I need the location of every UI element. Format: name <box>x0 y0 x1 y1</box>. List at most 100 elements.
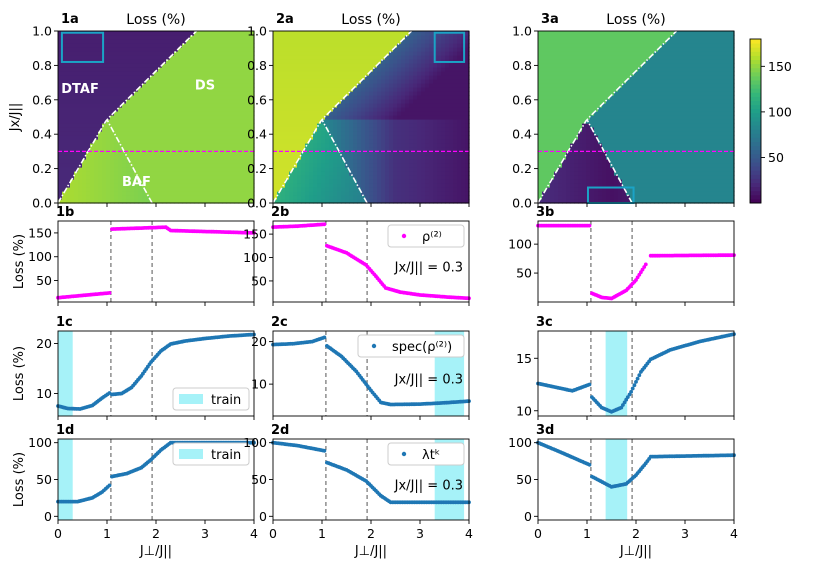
heatmap-cell <box>78 143 83 148</box>
heatmap-cell <box>182 187 187 192</box>
heatmap-cell <box>98 35 103 40</box>
heatmap-cell <box>329 75 334 80</box>
heatmap-cell <box>421 39 426 44</box>
heatmap-cell <box>230 135 235 140</box>
heatmap-cell <box>369 163 374 168</box>
heatmap-cell <box>246 195 251 200</box>
heatmap-cell <box>146 179 151 184</box>
heatmap-cell <box>365 103 370 108</box>
heatmap-cell <box>214 151 219 156</box>
heatmap-cell <box>421 155 426 160</box>
heatmap-cell <box>106 127 111 132</box>
heatmap-cell <box>158 79 163 84</box>
heatmap-cell <box>325 35 330 40</box>
heatmap-cell <box>369 87 374 92</box>
heatmap-cell <box>349 107 354 112</box>
heatmap-cell <box>285 43 290 48</box>
heatmap-cell <box>293 79 298 84</box>
heatmap-cell <box>218 179 223 184</box>
heatmap-cell <box>118 51 123 56</box>
heatmap-cell <box>146 171 151 176</box>
heatmap-cell <box>182 143 187 148</box>
heatmap-cell <box>409 191 414 196</box>
heatmap-cell <box>162 195 167 200</box>
heatmap-cell <box>429 75 434 80</box>
heatmap-cell <box>194 115 199 120</box>
heatmap-cell <box>98 95 103 100</box>
heatmap-cell <box>130 135 135 140</box>
heatmap-cell <box>409 171 414 176</box>
heatmap-cell <box>425 119 430 124</box>
heatmap-cell <box>413 119 418 124</box>
heatmap-cell <box>210 51 215 56</box>
heatmap-cell <box>230 191 235 196</box>
heatmap-cell <box>62 47 67 52</box>
heatmap-cell <box>194 67 199 72</box>
heatmap-cell <box>321 131 326 136</box>
y-tick-label: 10 <box>251 377 267 392</box>
heatmap-cell <box>289 35 294 40</box>
heatmap-cell <box>461 71 466 76</box>
heatmap-cell <box>114 183 119 188</box>
heatmap-cell <box>102 71 107 76</box>
heatmap-cell <box>230 151 235 156</box>
heatmap-cell <box>381 95 386 100</box>
heatmap-cell <box>453 151 458 156</box>
heatmap-cell <box>218 115 223 120</box>
heatmap-cell <box>214 127 219 132</box>
heatmap-cell <box>234 83 239 88</box>
heatmap-cell <box>250 31 255 36</box>
heatmap-cell <box>377 183 382 188</box>
heatmap-cell <box>413 163 418 168</box>
heatmap-cell <box>297 107 302 112</box>
heatmap-cell <box>397 67 402 72</box>
heatmap-cell <box>301 115 306 120</box>
heatmap-cell <box>341 111 346 116</box>
heatmap-cell <box>329 55 334 60</box>
heatmap-cell <box>230 99 235 104</box>
heatmap-cell <box>70 175 75 180</box>
heatmap-cell <box>413 151 418 156</box>
heatmap-cell <box>86 103 91 108</box>
heatmap-cell <box>82 55 87 60</box>
heatmap-cell <box>401 123 406 128</box>
heatmap-cell <box>222 47 227 52</box>
heatmap-cell <box>445 135 450 140</box>
heatmap-cell <box>429 31 434 36</box>
heatmap-cell <box>194 35 199 40</box>
heatmap-cell <box>465 143 470 148</box>
heatmap-cell <box>210 187 215 192</box>
heatmap-cell <box>389 115 394 120</box>
heatmap-cell <box>130 71 135 76</box>
heatmap-cell <box>138 167 143 172</box>
heatmap-cell <box>349 75 354 80</box>
heatmap-cell <box>365 175 370 180</box>
heatmap-cell <box>134 147 139 152</box>
heatmap-cell <box>321 87 326 92</box>
heatmap-cell <box>301 71 306 76</box>
heatmap-cell <box>186 55 191 60</box>
heatmap-cell <box>126 195 131 200</box>
heatmap-cell <box>381 195 386 200</box>
heatmap-cell <box>385 43 390 48</box>
heatmap-cell <box>433 151 438 156</box>
heatmap-cell <box>198 163 203 168</box>
heatmap-cell <box>349 63 354 68</box>
heatmap-cell <box>417 187 422 192</box>
heatmap-cell <box>206 71 211 76</box>
heatmap-cell <box>413 31 418 36</box>
heatmap-cell <box>385 103 390 108</box>
heatmap-cell <box>210 195 215 200</box>
heatmap-cell <box>234 191 239 196</box>
heatmap-cell <box>242 159 247 164</box>
heatmap-cell <box>246 199 251 204</box>
heatmap-cell <box>210 139 215 144</box>
heatmap-cell <box>381 131 386 136</box>
heatmap-cell <box>441 191 446 196</box>
heatmap-cell <box>417 179 422 184</box>
heatmap-cell <box>341 83 346 88</box>
heatmap-cell <box>353 175 358 180</box>
heatmap-cell <box>206 175 211 180</box>
heatmap-cell <box>178 39 183 44</box>
heatmap-cell <box>317 123 322 128</box>
